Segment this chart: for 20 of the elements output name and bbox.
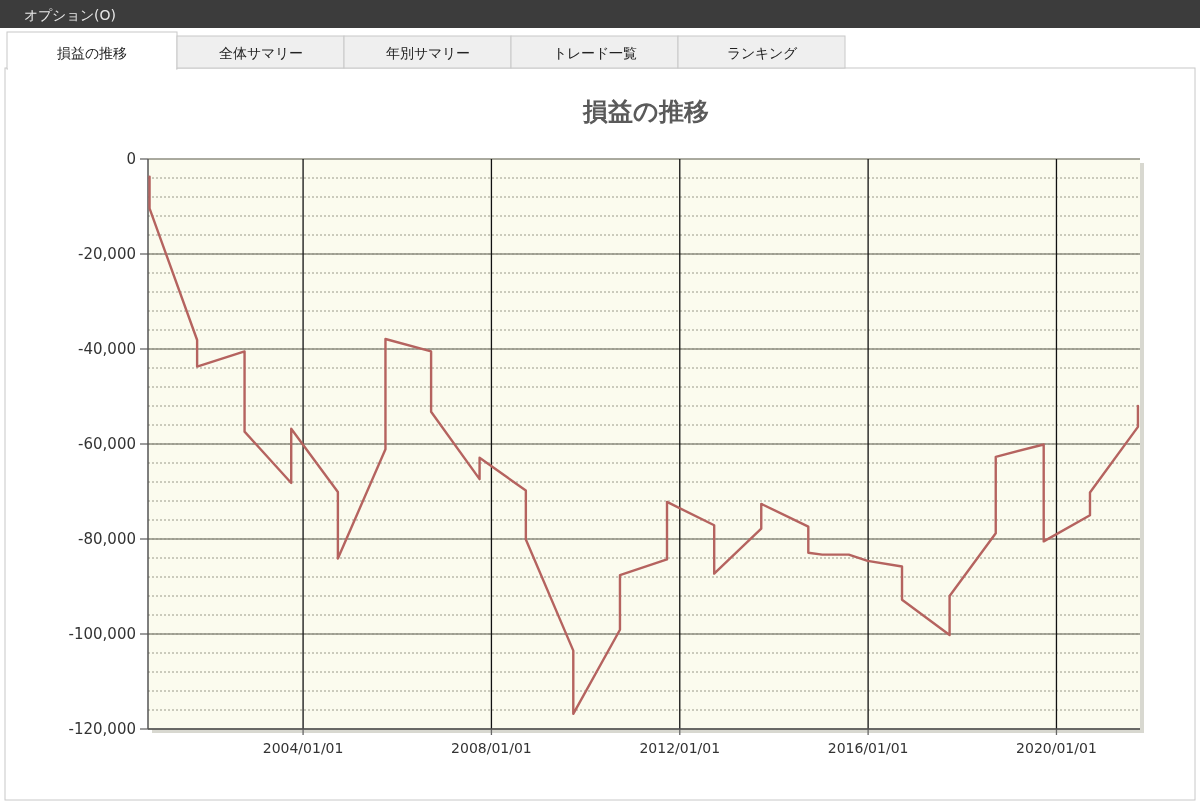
y-tick-label: -100,000 <box>68 625 136 643</box>
text: オプション(O) <box>24 7 116 23</box>
x-tick-label: 2004/01/01 <box>262 740 344 756</box>
text: ランキング <box>726 45 798 61</box>
text: 全体サマリー <box>218 45 303 61</box>
chart-title: 損益の推移 <box>582 97 709 126</box>
text: 年別サマリー <box>385 45 470 61</box>
y-tick-label: 0 <box>126 150 136 168</box>
y-tick-label: -20,000 <box>78 245 136 263</box>
y-tick-label: -40,000 <box>78 340 136 358</box>
x-tick-label: 2020/01/01 <box>1016 740 1097 756</box>
text: トレード一覧 <box>552 45 637 61</box>
y-tick-label: -60,000 <box>78 435 136 453</box>
line-series <box>148 175 1140 715</box>
y-tick-label: -80,000 <box>78 530 136 548</box>
text: 損益の推移 <box>57 45 127 61</box>
x-tick-label: 2008/01/01 <box>451 740 532 756</box>
x-tick-label: 2012/01/01 <box>639 740 721 756</box>
y-tick-label: -120,000 <box>68 720 136 738</box>
x-tick-label: 2016/01/01 <box>827 740 909 756</box>
